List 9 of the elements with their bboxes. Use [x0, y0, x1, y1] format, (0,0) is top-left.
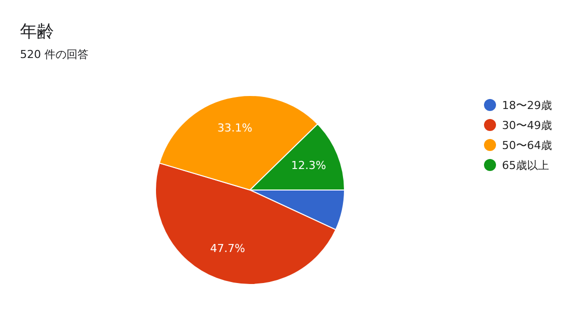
chart-title: 年齢: [20, 21, 54, 43]
legend-label: 30〜49歳: [502, 118, 552, 132]
data-label: 33.1%: [217, 121, 252, 134]
legend-label: 18〜29歳: [502, 98, 552, 112]
legend-label: 50〜64歳: [502, 138, 552, 152]
legend-label: 65歳以上: [502, 158, 549, 172]
data-label: 47.7%: [210, 242, 246, 256]
data-label: 12.3%: [291, 159, 326, 172]
text: 520 件の回答: [20, 47, 88, 62]
